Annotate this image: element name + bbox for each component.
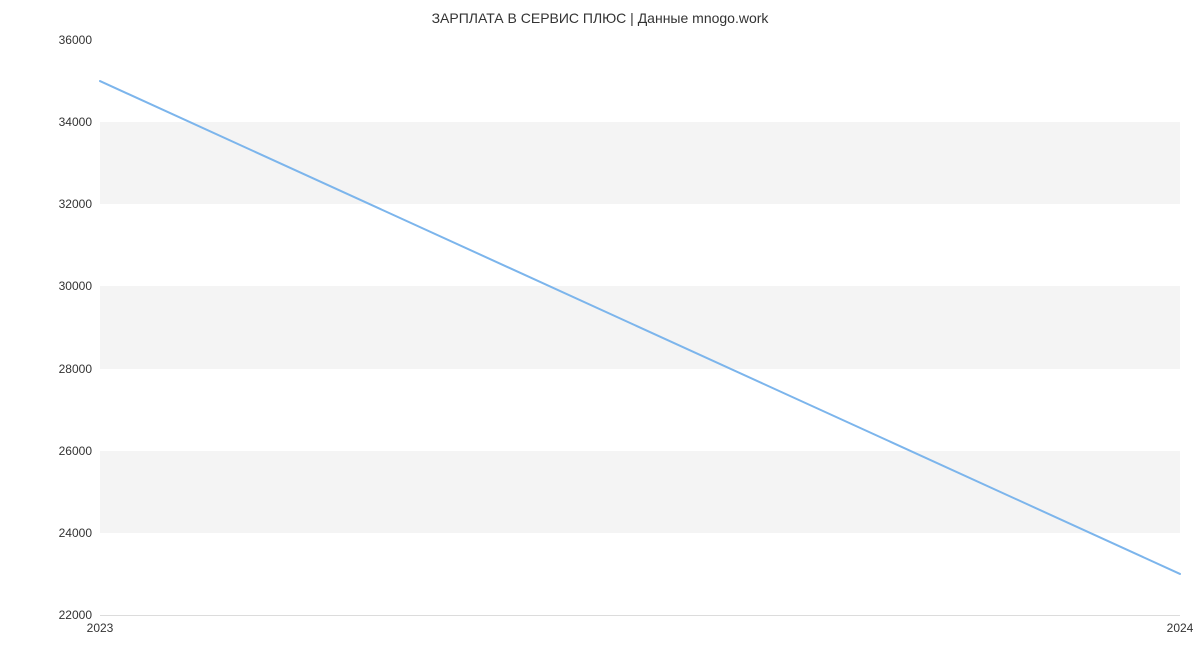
x-tick-label: 2024	[1167, 615, 1194, 635]
plot-area: 2200024000260002800030000320003400036000…	[100, 40, 1180, 615]
y-tick-label: 26000	[59, 444, 100, 458]
y-tick-label: 34000	[59, 115, 100, 129]
line-layer	[100, 40, 1180, 615]
y-tick-label: 32000	[59, 197, 100, 211]
x-tick-label: 2023	[87, 615, 114, 635]
y-tick-label: 36000	[59, 33, 100, 47]
series-line	[100, 81, 1180, 574]
x-axis-line	[100, 615, 1180, 616]
y-tick-label: 28000	[59, 362, 100, 376]
salary-chart: ЗАРПЛАТА В СЕРВИС ПЛЮС | Данные mnogo.wo…	[0, 0, 1200, 650]
y-tick-label: 30000	[59, 279, 100, 293]
y-tick-label: 24000	[59, 526, 100, 540]
chart-title: ЗАРПЛАТА В СЕРВИС ПЛЮС | Данные mnogo.wo…	[0, 10, 1200, 26]
